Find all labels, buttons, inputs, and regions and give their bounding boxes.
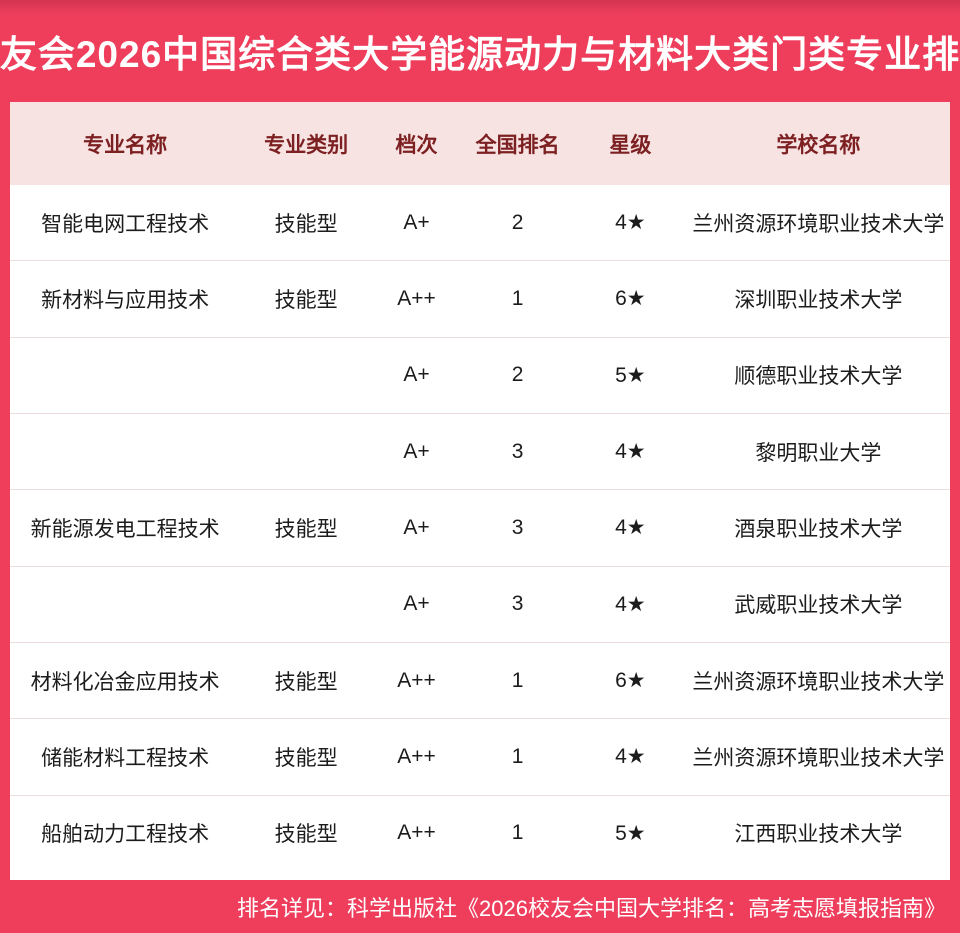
table-row: 智能电网工程技术 技能型 A+ 2 4★ 兰州资源环境职业技术大学 — [10, 185, 950, 262]
cell-grade: A+ — [403, 439, 430, 463]
footer-banner: 排名详见：科学出版社《2026校友会中国大学排名：高考志愿填报指南》 — [0, 880, 960, 933]
cell-star: 4★ — [615, 440, 646, 464]
table-row: A+ 3 4★ 武威职业技术大学 — [10, 566, 950, 643]
cell-star: 4★ — [615, 211, 646, 235]
cell-school: 兰州资源环境职业技术大学 — [692, 670, 945, 694]
cell-grade: A+ — [403, 210, 430, 234]
cell-school: 武威职业技术大学 — [734, 594, 903, 618]
cell-grade: A++ — [397, 668, 436, 692]
column-header-major: 专业名称 — [83, 133, 168, 157]
table-row: 新材料与应用技术 技能型 A++ 1 6★ 深圳职业技术大学 — [10, 261, 950, 338]
cell-grade: A++ — [397, 286, 436, 310]
table-row: 新能源发电工程技术 技能型 A+ 3 4★ 酒泉职业技术大学 — [10, 490, 950, 567]
cell-school: 黎明职业大学 — [755, 441, 882, 465]
cell-school: 江西职业技术大学 — [734, 823, 903, 847]
cell-school: 酒泉职业技术大学 — [734, 517, 903, 541]
cell-national-rank: 3 — [511, 439, 524, 463]
cell-major: 新能源发电工程技术 — [30, 517, 220, 541]
cell-grade: A++ — [397, 744, 436, 768]
cell-category: 技能型 — [274, 823, 338, 847]
cell-national-rank: 1 — [511, 286, 524, 310]
cell-national-rank: 2 — [511, 210, 524, 234]
ranking-table: 专业名称 专业类别 档次 全国排名 星级 学校名称 智能电网工程技术 技能型 A… — [10, 102, 950, 880]
table-row: 材料化冶金应用技术 技能型 A++ 1 6★ 兰州资源环境职业技术大学 — [10, 642, 950, 720]
cell-star: 4★ — [615, 745, 646, 769]
cell-major: 储能材料工程技术 — [41, 746, 210, 770]
cell-major: 智能电网工程技术 — [41, 212, 210, 236]
cell-category: 技能型 — [274, 746, 338, 770]
column-header-grade: 档次 — [395, 133, 438, 157]
cell-national-rank: 3 — [511, 515, 524, 539]
cell-category: 技能型 — [274, 670, 338, 694]
cell-national-rank: 1 — [511, 668, 524, 692]
column-header-school: 学校名称 — [776, 133, 861, 157]
table-row: 储能材料工程技术 技能型 A++ 1 4★ 兰州资源环境职业技术大学 — [10, 719, 950, 796]
cell-grade: A++ — [397, 821, 436, 845]
cell-major: 船舶动力工程技术 — [41, 823, 210, 847]
cell-category: 技能型 — [274, 288, 338, 312]
cell-national-rank: 3 — [511, 592, 524, 616]
table-body: 智能电网工程技术 技能型 A+ 2 4★ 兰州资源环境职业技术大学 新材料与应用… — [10, 185, 950, 871]
cell-star: 5★ — [615, 363, 646, 387]
cell-star: 6★ — [615, 287, 646, 311]
cell-grade: A+ — [403, 592, 430, 616]
cell-grade: A+ — [403, 363, 430, 387]
cell-star: 4★ — [615, 592, 646, 616]
cell-category: 技能型 — [274, 212, 338, 236]
title-banner: 校友会2026中国综合类大学能源动力与材料大类门类专业排名 — [0, 0, 960, 102]
cell-school: 兰州资源环境职业技术大学 — [692, 212, 945, 236]
cell-school: 兰州资源环境职业技术大学 — [692, 746, 945, 770]
cell-school: 顺德职业技术大学 — [734, 365, 903, 389]
cell-category: 技能型 — [274, 517, 338, 541]
cell-grade: A+ — [403, 515, 430, 539]
cell-national-rank: 1 — [511, 821, 524, 845]
cell-star: 5★ — [615, 821, 646, 845]
cell-major: 材料化冶金应用技术 — [30, 670, 220, 694]
table-row: 船舶动力工程技术 技能型 A++ 1 5★ 江西职业技术大学 — [10, 795, 950, 871]
cell-school: 深圳职业技术大学 — [734, 288, 903, 312]
cell-national-rank: 1 — [511, 744, 524, 768]
cell-major: 新材料与应用技术 — [41, 288, 210, 312]
cell-star: 4★ — [615, 516, 646, 540]
column-header-category: 专业类别 — [264, 133, 349, 157]
table-header-row: 专业名称 专业类别 档次 全国排名 星级 学校名称 — [10, 102, 950, 185]
cell-national-rank: 2 — [511, 363, 524, 387]
table-row: A+ 2 5★ 顺德职业技术大学 — [10, 337, 950, 414]
table-row: A+ 3 4★ 黎明职业大学 — [10, 413, 950, 491]
page-title: 校友会2026中国综合类大学能源动力与材料大类门类专业排名 — [0, 34, 960, 75]
column-header-national-rank: 全国排名 — [475, 133, 560, 157]
cell-star: 6★ — [615, 669, 646, 693]
column-header-star: 星级 — [609, 133, 652, 157]
footer-note: 排名详见：科学出版社《2026校友会中国大学排名：高考志愿填报指南》 — [237, 895, 946, 921]
